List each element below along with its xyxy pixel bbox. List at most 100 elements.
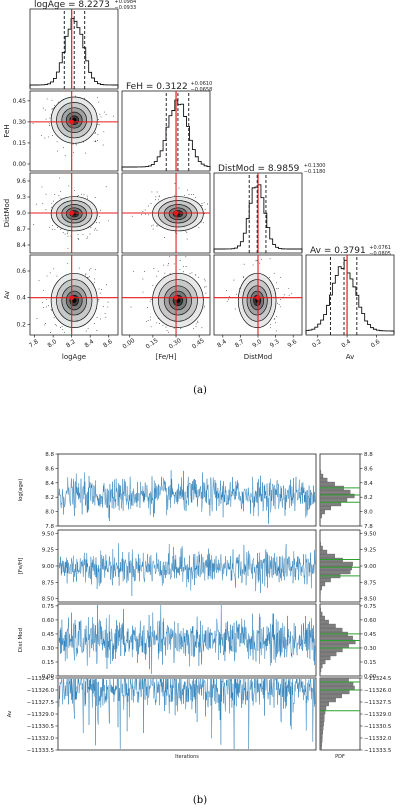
sample-point <box>96 229 98 231</box>
x-tick-label: 0.00 <box>121 337 136 351</box>
right-tick-label: 8.2 <box>364 495 373 501</box>
sample-point <box>180 328 182 329</box>
sample-point <box>90 267 92 269</box>
sample-point <box>155 199 157 201</box>
y-axis-label: FeH <box>3 124 11 137</box>
y-tick-label: 0.15 <box>13 140 27 147</box>
trace-panel-1: 8.50 8.75 9.00 9.25 9.50 8.50 8.75 9.00 9.25 9.50… <box>18 529 377 603</box>
sample-point <box>54 324 56 326</box>
sample-point <box>94 197 96 198</box>
trace-line <box>58 678 316 750</box>
sample-point <box>60 327 62 328</box>
sample-point <box>185 266 187 267</box>
y-tick-label: 0.4 <box>16 295 26 302</box>
sample-point <box>186 238 188 240</box>
left-tick-label: 8.75 <box>42 580 55 586</box>
sample-point <box>95 140 97 142</box>
sample-point <box>54 228 56 230</box>
title-err-minus: −0.0658 <box>191 87 213 93</box>
title-value: 8.2273 <box>78 0 110 10</box>
pdf-bar <box>319 623 336 629</box>
sample-point <box>143 271 145 273</box>
sample-point <box>184 194 186 196</box>
y-tick-label: 9.6 <box>16 178 26 185</box>
right-tick-label: 7.8 <box>364 524 373 530</box>
sample-point <box>276 282 278 284</box>
sample-point <box>78 239 80 241</box>
pdf-bar <box>319 647 343 653</box>
sample-point <box>157 270 159 272</box>
left-tick-label: 8.0 <box>45 510 54 516</box>
left-tick-label: −11326.0 <box>27 688 55 694</box>
sample-point <box>152 224 154 226</box>
sample-point <box>174 183 176 185</box>
sample-point <box>185 230 187 232</box>
sample-point <box>227 298 229 300</box>
pdf-bar <box>319 663 323 669</box>
trace-plot: 7.8 8.0 8.2 8.4 8.6 8.8 7.8 8.0 8.2 8.4 8.6 8.8 log(… <box>7 452 392 760</box>
title-eq: = <box>65 0 78 10</box>
sample-point <box>63 147 65 149</box>
sample-point <box>195 196 196 198</box>
title-name: FeH <box>126 82 143 92</box>
pdf-bar <box>319 627 343 633</box>
right-tick-label: 9.00 <box>364 564 377 570</box>
left-tick-label: 9.50 <box>42 531 55 537</box>
sample-point <box>130 306 132 308</box>
sample-point <box>49 125 51 126</box>
sample-point <box>94 281 96 283</box>
sample-point <box>277 288 279 289</box>
caption-b: (b) <box>193 795 207 806</box>
sample-point <box>98 124 100 126</box>
right-tick-label: 8.0 <box>364 510 373 516</box>
sample-point <box>49 272 51 274</box>
sample-point <box>44 324 46 326</box>
density-panel-logage-distmod <box>29 172 119 254</box>
sample-point <box>41 186 43 188</box>
sample-point <box>96 317 98 319</box>
sample-point <box>141 214 143 216</box>
density-panel-feh-distmod <box>121 172 211 254</box>
sample-point <box>192 194 194 196</box>
sample-point <box>87 236 89 238</box>
left-tick-label: −11332.0 <box>27 736 55 742</box>
pdf-bar <box>319 697 336 703</box>
sample-point <box>98 222 100 224</box>
x-axis-label-pdf: PDF <box>335 754 345 760</box>
sample-point <box>52 200 54 202</box>
sample-point <box>95 228 96 230</box>
sample-point <box>52 224 53 226</box>
sample-point <box>97 140 98 141</box>
pdf-bar <box>319 549 328 555</box>
trace-panel-2: 0.00 0.15 0.30 0.45 0.60 0.75 0.00 0.15 0.30 0.45… <box>18 603 377 680</box>
sample-point <box>51 202 53 204</box>
hist-frame <box>305 254 395 336</box>
title-value: 0.3791 <box>334 246 366 256</box>
density-panel-logage-av <box>29 254 119 336</box>
sample-point <box>147 307 149 308</box>
x-tick-label: 8.4 <box>83 338 95 349</box>
trace-panel-0: 7.8 8.0 8.2 8.4 8.6 8.8 7.8 8.0 8.2 8.4 8.6 8.8 log(… <box>18 452 373 530</box>
sample-point <box>98 101 100 103</box>
sample-point <box>243 263 245 265</box>
sample-point <box>190 193 192 195</box>
pdf-bar <box>319 569 351 575</box>
sample-point <box>53 268 55 270</box>
sample-point <box>186 232 188 234</box>
sample-point <box>87 197 89 199</box>
pdf-bar <box>319 541 321 547</box>
pdf-bar <box>319 585 322 591</box>
title-logage: logAge = 8.2273 +0.0984−0.0933 <box>34 0 136 11</box>
sample-point <box>167 264 169 266</box>
pdf-bar <box>319 505 332 511</box>
sample-point <box>93 323 95 324</box>
sample-point <box>56 275 58 277</box>
truth-marker <box>255 295 261 301</box>
right-tick-label: 0.15 <box>364 660 377 666</box>
left-tick-label: 8.8 <box>45 452 54 458</box>
sample-point <box>147 214 149 216</box>
sample-point <box>234 308 236 310</box>
sample-point <box>142 291 144 293</box>
sample-point <box>276 330 277 332</box>
sample-point <box>147 320 149 322</box>
